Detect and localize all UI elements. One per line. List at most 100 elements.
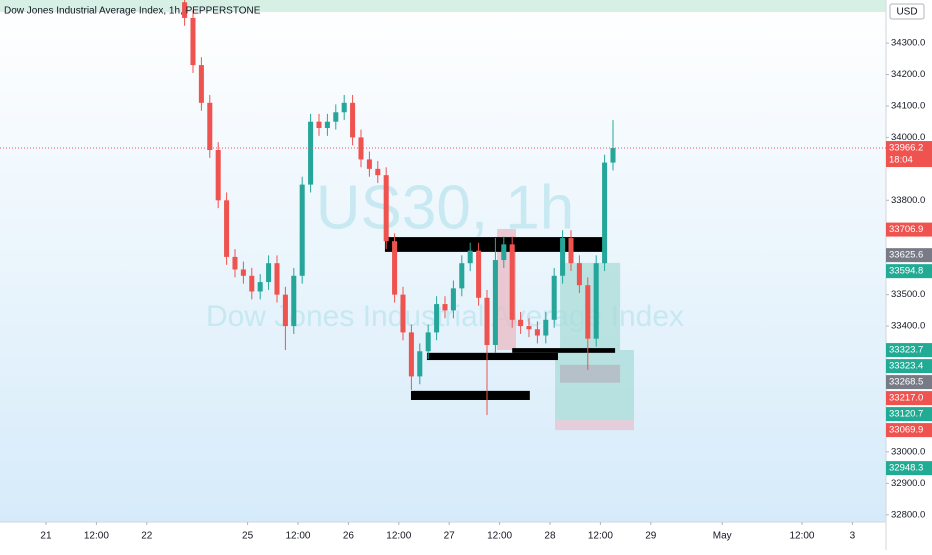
plot-background	[0, 0, 886, 522]
candle-body	[602, 162, 608, 264]
candle-body	[392, 241, 398, 295]
candle-body	[534, 329, 540, 336]
candle-body	[249, 275, 255, 292]
candle-body	[215, 149, 221, 201]
candle-body	[476, 250, 482, 298]
price-tag-label: 33625.6	[889, 250, 923, 261]
candle-body	[224, 200, 230, 257]
price-tag	[886, 343, 932, 358]
chart-title: Dow Jones Industrial Average Index, 1h, …	[4, 6, 261, 17]
price-tag	[886, 359, 932, 374]
candle-body	[442, 304, 448, 311]
y-tick-label: 32800.0	[891, 509, 925, 520]
price-tag-label: 33323.4	[889, 361, 923, 372]
candle-body	[308, 121, 314, 185]
currency-badge	[889, 3, 925, 20]
candle-body	[425, 332, 431, 352]
x-tick-label: 12:00	[789, 531, 814, 542]
candle-body	[207, 102, 213, 150]
candle-body	[467, 250, 473, 264]
price-tag	[886, 407, 932, 422]
drawing-zone	[410, 390, 530, 400]
drawing-zone	[555, 420, 634, 431]
candle-body	[282, 294, 288, 327]
drawing-zone	[555, 349, 634, 421]
drawing-zone	[560, 364, 621, 383]
candle-body	[274, 263, 280, 295]
candle-body	[366, 159, 372, 169]
price-tag-label: 33120.7	[889, 409, 923, 420]
x-tick-label: 26	[343, 531, 355, 542]
drawing-zone	[384, 237, 603, 252]
price-tag-label: 33217.0	[889, 393, 923, 404]
currency-label: USD	[896, 7, 917, 18]
candle-body	[266, 263, 272, 283]
price-tag	[886, 141, 932, 168]
x-tick-label: 29	[645, 531, 657, 542]
candle-body	[408, 332, 414, 377]
y-tick-label: 34100.0	[891, 100, 925, 111]
x-tick-label: 27	[444, 531, 456, 542]
x-tick-label: 25	[242, 531, 254, 542]
x-tick-label: 12:00	[487, 531, 512, 542]
x-tick-label: 21	[40, 531, 52, 542]
candle-body	[291, 275, 297, 327]
candle-body	[417, 351, 423, 377]
candle-body	[543, 319, 549, 336]
time-axis	[0, 522, 886, 550]
price-tag-label: 33594.8	[889, 266, 923, 277]
candle-body	[400, 294, 406, 333]
candle-body	[576, 263, 582, 286]
candle-body	[585, 285, 591, 339]
candle-body	[551, 275, 557, 320]
drawing-zone	[426, 352, 558, 361]
candle-body	[333, 112, 339, 122]
y-tick-label: 34200.0	[891, 69, 925, 80]
watermark: US30, 1h	[316, 173, 575, 242]
candle-body	[341, 102, 347, 113]
drawing-zone	[512, 348, 616, 353]
price-tag	[886, 222, 932, 237]
candle-body	[350, 102, 356, 138]
x-tick-label: 12:00	[285, 531, 310, 542]
price-tag-label: 33323.7	[889, 345, 923, 356]
price-tag-label: 33966.2	[889, 143, 923, 154]
x-tick-label: 12:00	[84, 531, 109, 542]
candle-body	[375, 168, 381, 176]
candle-body	[501, 244, 507, 261]
candle-body	[518, 319, 524, 327]
price-tag	[886, 375, 932, 390]
price-tag-label: 33706.9	[889, 224, 923, 235]
candle-body	[257, 282, 263, 292]
x-tick-label: 12:00	[386, 531, 411, 542]
candle-body	[450, 288, 456, 311]
price-tag	[886, 264, 932, 279]
x-tick-label: 28	[544, 531, 556, 542]
y-tick-label: 34000.0	[891, 132, 925, 143]
candle-body	[492, 260, 498, 345]
candle-body	[526, 326, 532, 330]
candle-body	[198, 65, 204, 103]
candle-body	[232, 256, 238, 270]
candle-body	[316, 121, 322, 128]
price-tag	[886, 461, 932, 476]
candle-body	[434, 304, 440, 333]
price-tag	[886, 423, 932, 438]
price-tag-label: 33268.5	[889, 377, 923, 388]
price-tag	[886, 391, 932, 406]
candle-body	[593, 263, 599, 339]
x-tick-label: 22	[141, 531, 153, 542]
candle-body	[560, 238, 566, 276]
candle-body	[459, 263, 465, 289]
candle-body	[240, 269, 246, 276]
y-tick-label: 33800.0	[891, 195, 925, 206]
candle-body	[299, 184, 305, 276]
candle-body	[610, 148, 616, 163]
y-tick-label: 33500.0	[891, 289, 925, 300]
y-tick-label: 34300.0	[891, 38, 925, 49]
candle-body	[509, 244, 515, 320]
countdown-label: 18:04	[889, 155, 913, 166]
candle-body	[182, 2, 188, 18]
drawing-zone	[0, 0, 886, 12]
